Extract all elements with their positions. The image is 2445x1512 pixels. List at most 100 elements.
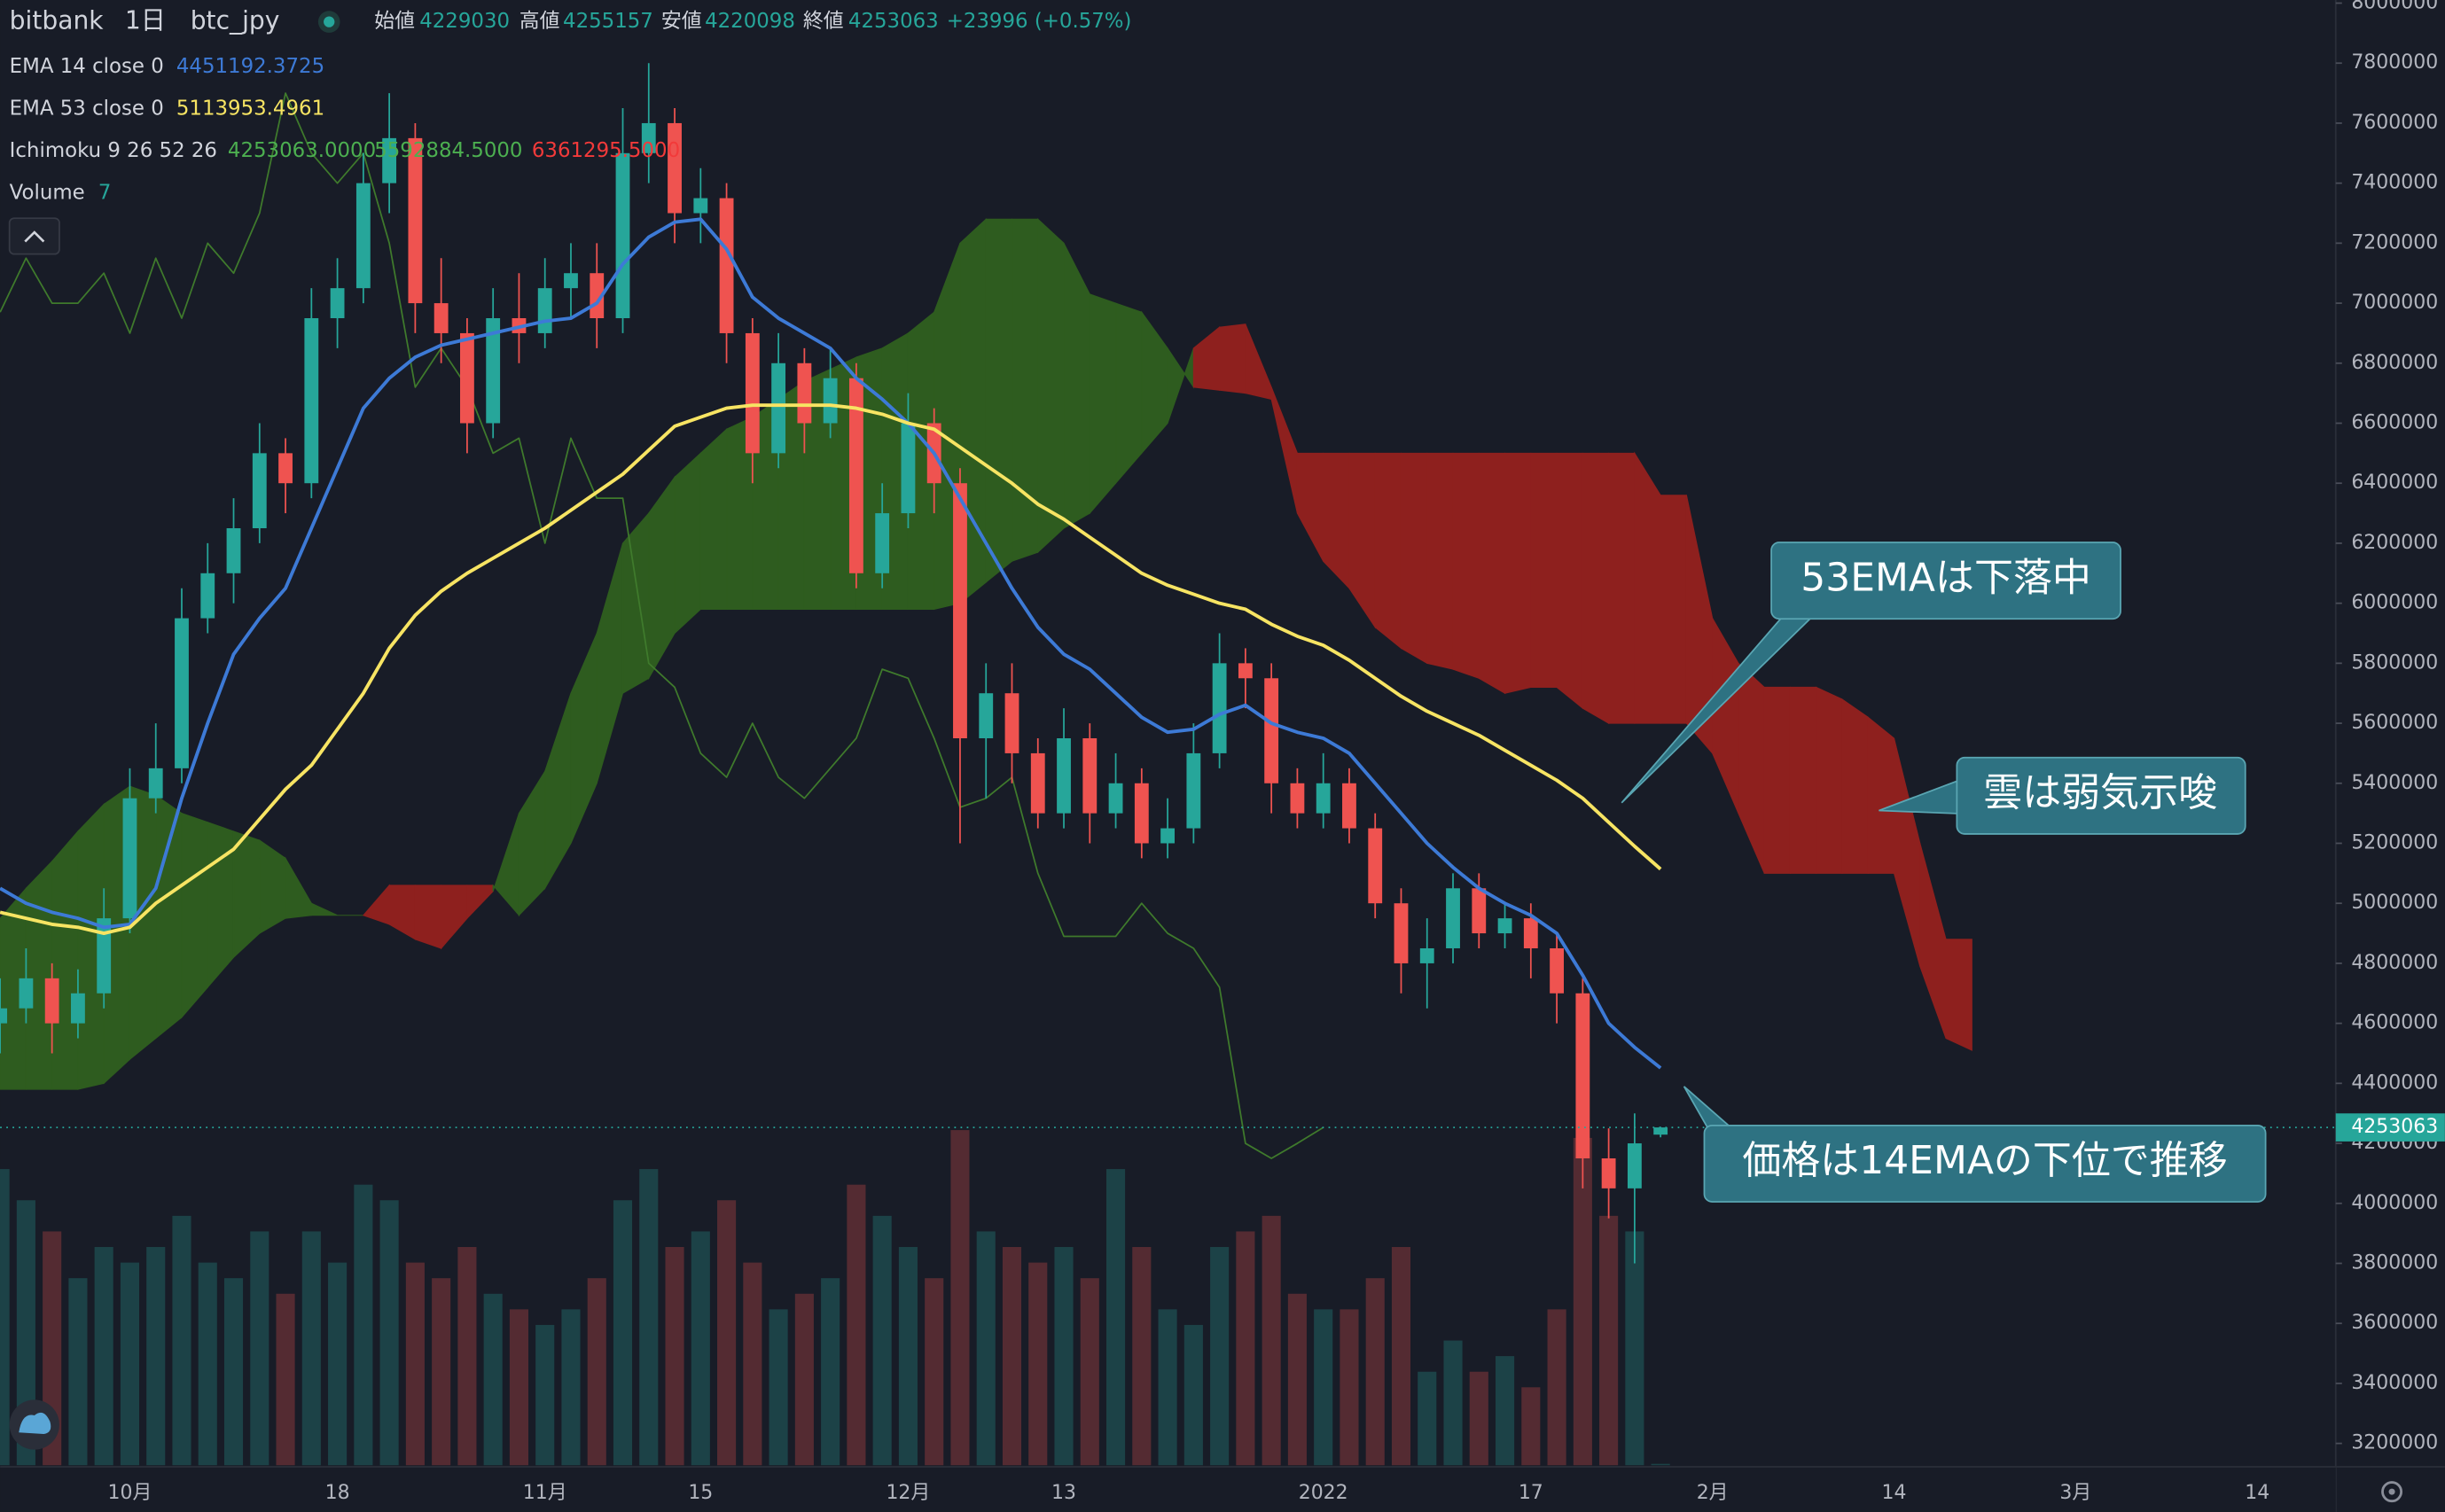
volume-bar <box>1625 1231 1644 1466</box>
interval[interactable]: 1日 <box>125 6 166 35</box>
annotation: 53EMAは下落中 <box>1621 542 2121 804</box>
candle-body <box>1057 737 1071 814</box>
candle-body <box>1653 1127 1668 1135</box>
collapse-icon <box>24 230 45 243</box>
volume-bar <box>691 1231 710 1466</box>
candle-body <box>771 362 786 454</box>
annotation-text: 53EMAは下落中 <box>1801 555 2091 600</box>
last-price-box <box>2335 1113 2445 1142</box>
cloud-segment <box>1582 452 1610 724</box>
cloud-segment <box>1011 218 1039 562</box>
candle-body <box>823 378 838 424</box>
change: +23996 (+0.57%) <box>947 10 1132 33</box>
settings-icon <box>2388 1488 2395 1495</box>
candle-body <box>1550 947 1564 994</box>
cloud-segment <box>1608 452 1636 724</box>
settings-button[interactable] <box>2381 1481 2403 1503</box>
candle-body <box>1497 918 1512 934</box>
y-tick-label: 7200000 <box>2351 231 2438 253</box>
volume-bar <box>94 1247 113 1466</box>
candle-body <box>1627 1143 1642 1189</box>
candle-body <box>1134 783 1149 844</box>
candles <box>0 63 1668 1264</box>
volume-bar <box>1262 1215 1281 1466</box>
annotation-text: 価格は14EMAの下位で推移 <box>1742 1138 2227 1183</box>
candle-body <box>304 318 319 484</box>
candle-body <box>745 332 760 454</box>
cloud-segment <box>1867 716 1895 874</box>
ohlc-value: 4253063 <box>848 10 939 33</box>
cloud-segment <box>1063 243 1090 529</box>
volume-bar <box>172 1215 191 1466</box>
candle-body <box>1212 663 1227 753</box>
lagging-span <box>0 92 1324 1159</box>
volume-bar <box>0 1169 10 1466</box>
candle-body <box>278 453 293 484</box>
collapse-button[interactable] <box>8 217 60 255</box>
cloud-segment <box>155 794 183 1040</box>
ohlc-label: 安値 <box>661 10 702 33</box>
volume-pane <box>0 1130 1670 1466</box>
annotation: 価格は14EMAの下位で推移 <box>1683 1086 2267 1203</box>
y-tick-label: 4400000 <box>2351 1072 2438 1094</box>
x-tick-label: 13 <box>1051 1482 1076 1504</box>
candle-body <box>97 918 112 994</box>
candle-body <box>1264 678 1279 783</box>
volume-bar <box>1158 1309 1177 1466</box>
volume-bar <box>665 1247 684 1466</box>
x-tick-label: 14 <box>2245 1482 2269 1504</box>
status-dot <box>324 16 335 27</box>
candle-body <box>148 768 163 799</box>
candle-body <box>460 332 474 424</box>
volume-bar <box>898 1247 918 1466</box>
cloud-segment <box>1115 302 1143 485</box>
volume-bar <box>1132 1247 1152 1466</box>
y-tick-label: 3600000 <box>2351 1312 2438 1334</box>
candle-body <box>330 288 345 319</box>
symbol[interactable]: btc_jpy <box>191 6 280 35</box>
y-tick-label: 3400000 <box>2351 1372 2438 1394</box>
cloud-segment <box>1816 686 1843 874</box>
volume-bar <box>1287 1293 1307 1466</box>
volume-bar <box>769 1309 788 1466</box>
y-tick-label: 5800000 <box>2351 651 2438 674</box>
legend-name[interactable]: EMA 53 close 0 <box>10 97 164 121</box>
callout-box <box>1770 542 2121 620</box>
x-tick-label: 3月 <box>2059 1482 2091 1504</box>
candle-body <box>1082 737 1098 814</box>
candle-body <box>1342 783 1356 829</box>
candle-body <box>1472 888 1487 934</box>
legend-name[interactable]: EMA 14 close 0 <box>10 55 164 78</box>
volume-bar <box>198 1262 217 1466</box>
volume-bar <box>301 1231 321 1466</box>
legend-name[interactable]: Volume <box>10 182 85 205</box>
candle-body <box>1446 888 1460 948</box>
volume-bar <box>925 1278 944 1466</box>
ohlc-value: 4229030 <box>419 10 510 33</box>
legend-name[interactable]: Ichimoku 9 26 52 26 <box>10 139 217 162</box>
y-tick-label: 7400000 <box>2351 172 2438 194</box>
x-tick-label: 12月 <box>886 1482 930 1504</box>
y-tick-label: 4800000 <box>2351 952 2438 974</box>
cloud-segment <box>1400 452 1428 665</box>
candle-body <box>19 978 34 1009</box>
y-tick-label: 6600000 <box>2351 412 2438 434</box>
cloud-segment <box>1556 452 1583 710</box>
candle-body <box>1316 783 1331 814</box>
volume-bar <box>328 1262 348 1466</box>
cloud-segment <box>1945 939 1972 1051</box>
exchange: bitbank <box>10 6 105 35</box>
ohlc-value: 4255157 <box>563 10 653 33</box>
volume-bar <box>1340 1309 1359 1466</box>
volume-bar <box>561 1309 581 1466</box>
candle-body <box>226 528 241 573</box>
volume-bar <box>587 1278 606 1466</box>
y-tick-label: 4600000 <box>2351 1012 2438 1034</box>
y-tick-label: 8000000 <box>2351 0 2438 14</box>
ema-line <box>0 403 1662 935</box>
candle-body <box>979 693 994 738</box>
volume-bar <box>1521 1387 1541 1466</box>
candle-body <box>1160 828 1176 844</box>
candle-body <box>434 303 449 333</box>
cloud-segment <box>1763 686 1791 874</box>
